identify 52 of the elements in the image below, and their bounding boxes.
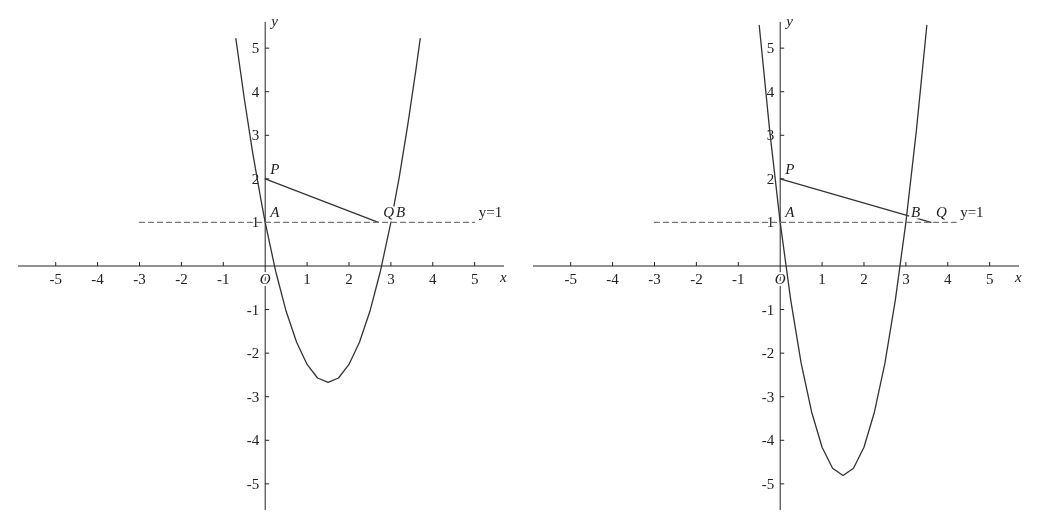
annotation: Q xyxy=(936,204,948,221)
annotation: B xyxy=(910,204,921,221)
x-tick-label: 5 xyxy=(985,271,994,287)
y-axis-title: y xyxy=(269,13,279,29)
y-tick-label: -1 xyxy=(761,301,775,318)
annotation: B xyxy=(395,204,406,221)
y-tick-label: 5 xyxy=(766,40,775,57)
y-tick-label: -1 xyxy=(246,301,260,318)
series-label: y=1 xyxy=(478,204,503,221)
x-tick-label: 3 xyxy=(902,271,910,287)
y-tick-label: 1 xyxy=(766,214,775,231)
y-tick-label: -2 xyxy=(246,345,260,362)
x-tick-label: 3 xyxy=(387,271,395,287)
line-series xyxy=(235,37,421,383)
x-tick-label: -3 xyxy=(648,271,661,287)
x-tick-label: 5 xyxy=(470,271,479,287)
annotation: A xyxy=(784,204,796,221)
y-axis-title: y xyxy=(784,13,794,29)
x-tick-label: 2 xyxy=(860,271,868,287)
y-tick-label: -5 xyxy=(246,475,260,492)
series-label: y=1 xyxy=(960,204,984,221)
x-axis-title: x xyxy=(1014,269,1022,285)
y-tick-label: -3 xyxy=(761,388,775,405)
y-tick-label: 5 xyxy=(251,40,260,57)
y-tick-label: -5 xyxy=(761,475,775,492)
y-tick-label: 2 xyxy=(766,170,775,187)
x-tick-label: 2 xyxy=(345,271,353,287)
annotation: P xyxy=(269,160,280,177)
x-tick-label: 4 xyxy=(944,271,953,287)
y-tick-label: 1 xyxy=(251,214,260,231)
x-tick-label: -1 xyxy=(217,271,230,287)
x-tick-label: -5 xyxy=(564,271,577,287)
y-tick-label: 4 xyxy=(251,83,260,100)
y-tick-label: 4 xyxy=(766,83,775,100)
annotation: A xyxy=(269,204,281,221)
x-tick-label: 1 xyxy=(818,271,826,287)
y-tick-label: -4 xyxy=(246,432,260,449)
x-tick-label: -2 xyxy=(175,271,188,287)
y-tick-label: -4 xyxy=(761,432,775,449)
x-tick-label: -2 xyxy=(690,271,703,287)
x-tick-label: -1 xyxy=(732,271,745,287)
x-axis-title: x xyxy=(499,269,507,285)
y-tick-label: -3 xyxy=(246,388,260,405)
x-tick-label: -4 xyxy=(606,271,620,287)
annotation: P xyxy=(784,160,795,177)
x-tick-label: -3 xyxy=(133,271,146,287)
x-tick-label: 1 xyxy=(303,271,311,287)
y-tick-label: 3 xyxy=(251,127,260,144)
y-tick-label: -2 xyxy=(761,345,775,362)
x-tick-label: -5 xyxy=(49,271,62,287)
x-tick-label: -4 xyxy=(91,271,105,287)
x-tick-label: 4 xyxy=(429,271,438,287)
